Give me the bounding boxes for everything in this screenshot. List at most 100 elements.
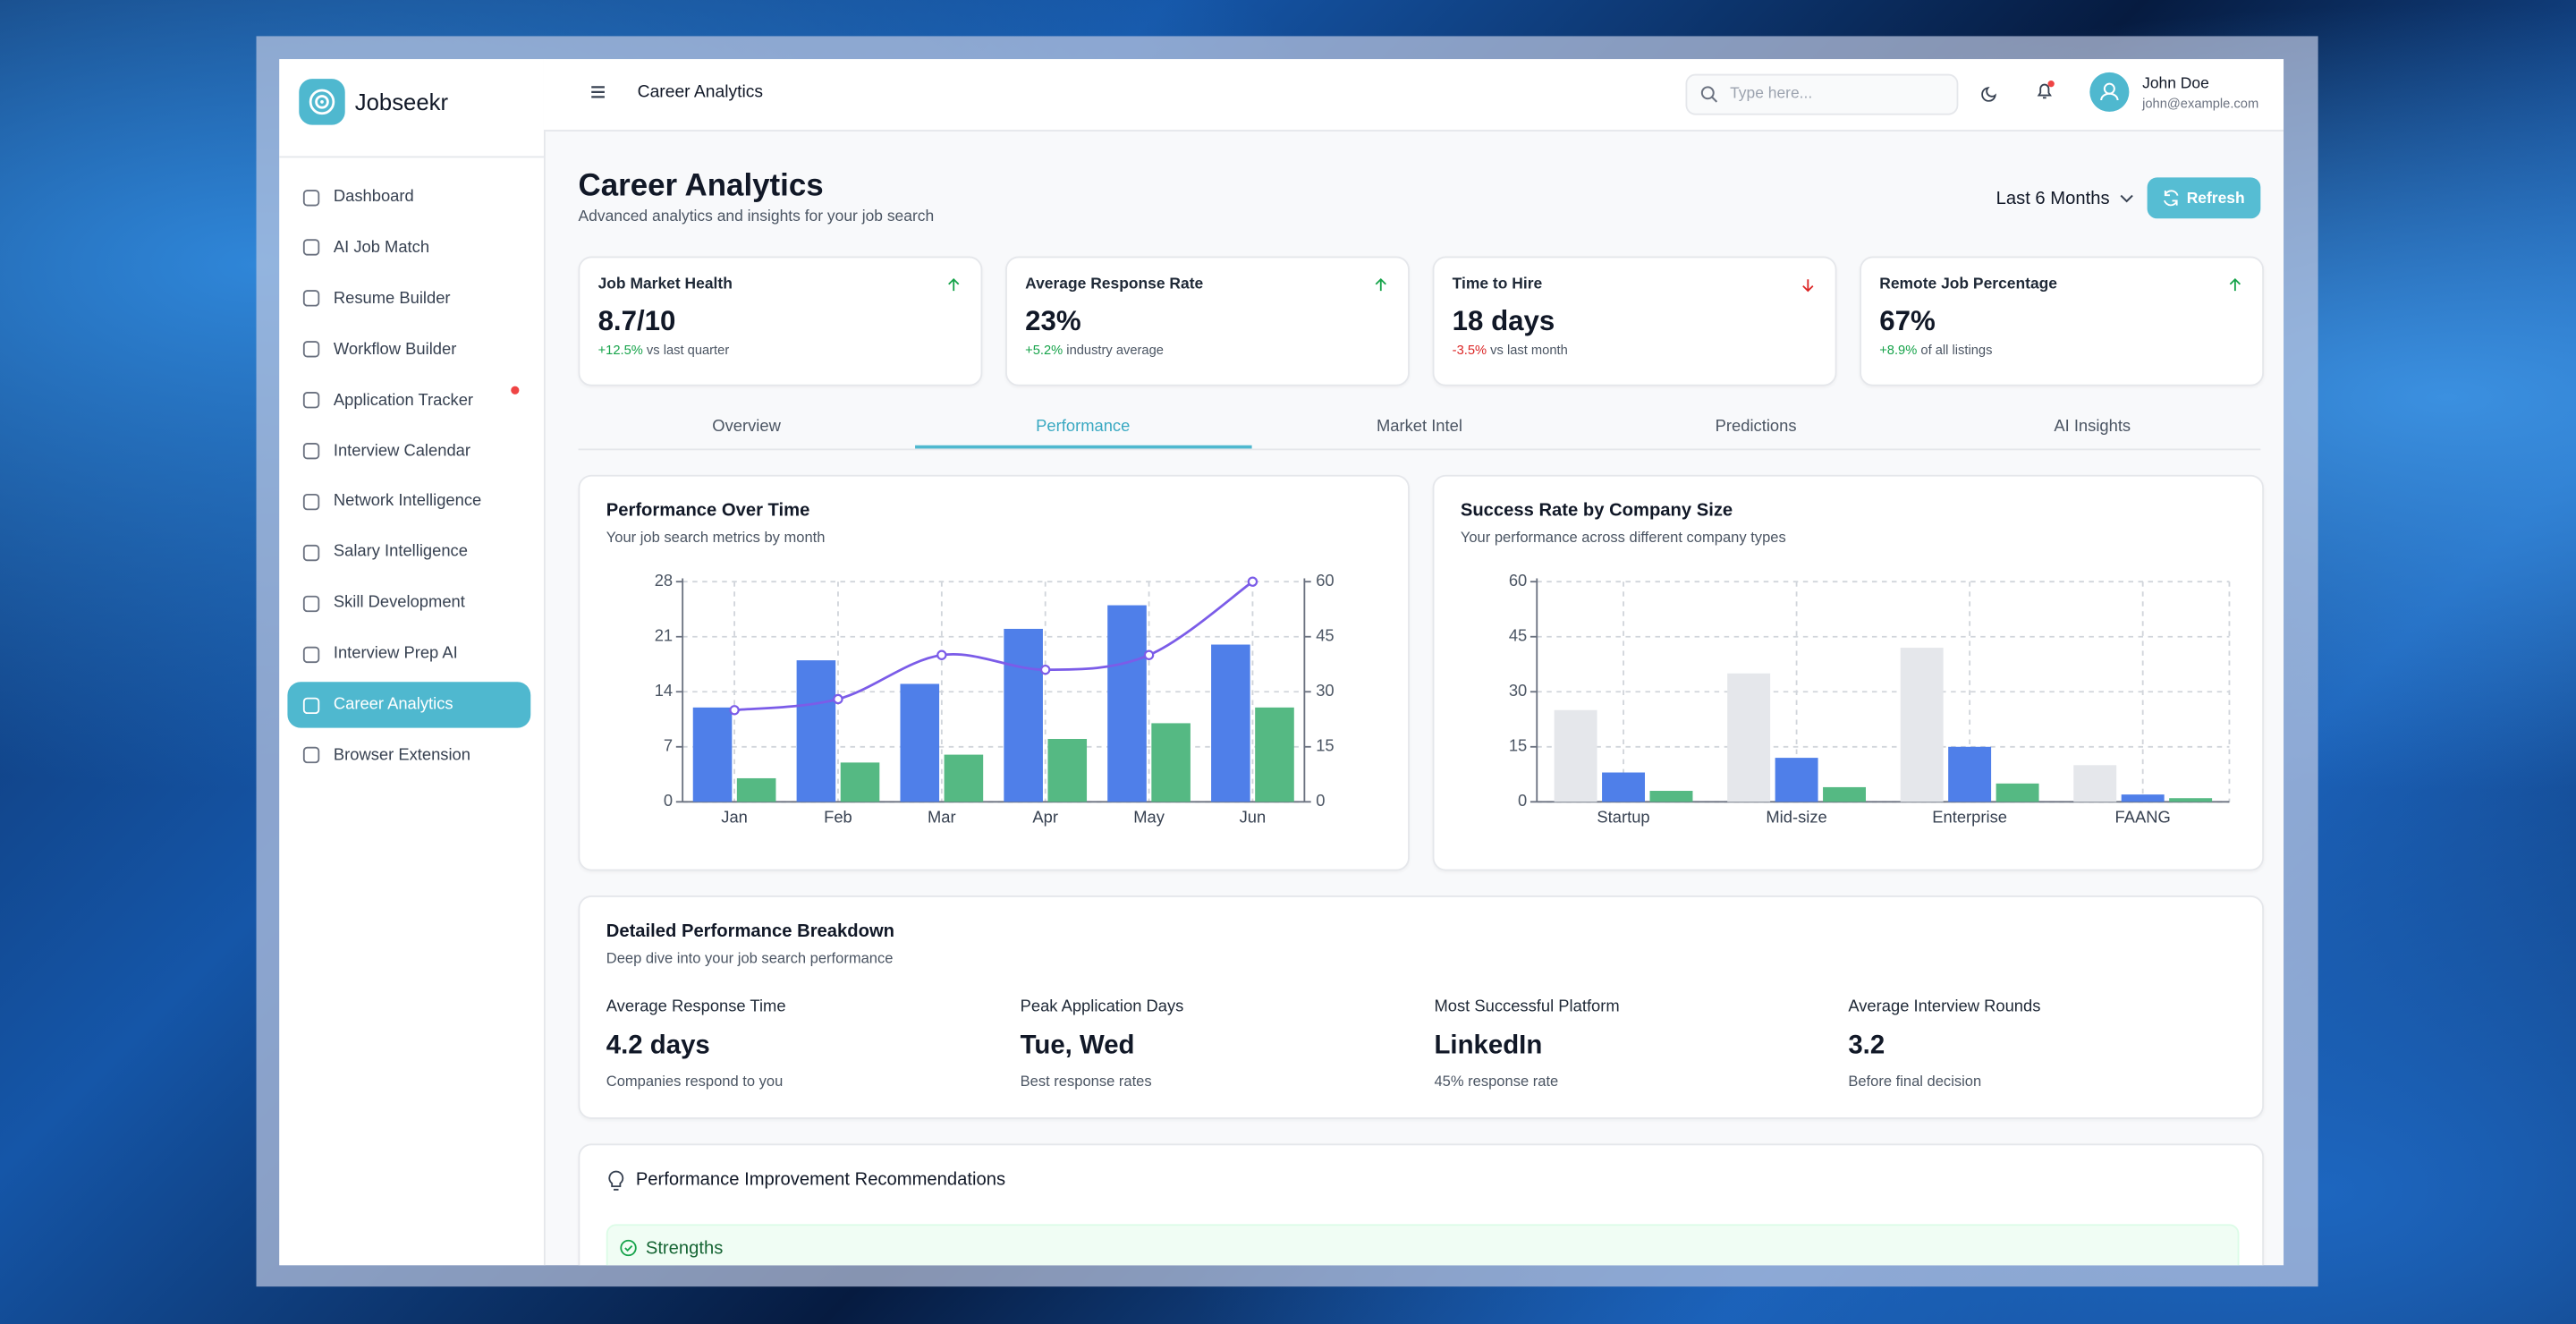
nav-item[interactable]: Workflow Builder <box>287 327 530 372</box>
kpi-change-line: +12.5% vs last quarter <box>598 343 730 358</box>
kpi-note: industry average <box>1066 342 1164 358</box>
nav-label: Workflow Builder <box>333 340 457 359</box>
icon-shape <box>302 341 320 358</box>
trend-arrow <box>1375 277 1386 292</box>
active-tab-indicator <box>914 445 1251 449</box>
nav-item[interactable]: Network Intelligence <box>287 479 530 524</box>
nav-item[interactable]: Interview Prep AI <box>287 631 530 676</box>
bar <box>2121 794 2165 802</box>
nav-icon <box>302 189 320 206</box>
page-name: Career Analytics <box>637 81 764 102</box>
bar <box>1107 605 1147 802</box>
nav-icon <box>302 544 320 561</box>
metric-label: Average Interview Rounds <box>1848 997 2041 1017</box>
nav-item[interactable]: Career Analytics <box>287 682 531 728</box>
nav-item[interactable]: Salary Intelligence <box>287 530 530 575</box>
line-point <box>1143 649 1155 660</box>
kpi-change-line: +5.2% industry average <box>1025 343 1164 358</box>
page-subtitle: Advanced analytics and insights for your… <box>578 208 935 226</box>
icon-shape <box>302 696 320 714</box>
chart-title: Success Rate by Company Size <box>1460 501 1733 522</box>
kpi-card: Job Market Health 8.7/10 +12.5% vs last qu… <box>578 256 983 386</box>
icon-shape <box>302 290 320 308</box>
kpi-change: +8.9% <box>1879 342 1918 358</box>
nav-label: Skill Development <box>333 594 465 613</box>
refresh-button[interactable]: Refresh <box>2147 177 2261 219</box>
kpi-value: 18 days <box>1452 305 1555 337</box>
x-tick-label: FAANG <box>2115 808 2171 827</box>
nav-item[interactable]: Interview Calendar <box>287 428 530 473</box>
nav-item[interactable]: Skill Development <box>287 581 530 626</box>
y-tick-label: 60 <box>1509 571 1527 590</box>
divider <box>279 156 544 158</box>
nav-label: Interview Prep AI <box>333 645 458 664</box>
icon-shape <box>302 595 320 612</box>
bar <box>796 660 836 802</box>
tab[interactable]: Overview <box>712 418 781 437</box>
y2-tick-label: 0 <box>1316 791 1325 810</box>
y-tick-label: 7 <box>664 736 673 755</box>
icon-shape <box>302 493 320 511</box>
metric-value: Tue, Wed <box>1020 1031 1135 1060</box>
search-box[interactable]: Type here... <box>1685 73 1959 115</box>
nav-item[interactable]: AI Job Match <box>287 225 530 270</box>
tab[interactable]: Predictions <box>1715 418 1797 437</box>
kpi-card: Time to Hire 18 days -3.5% vs last month <box>1432 256 1837 386</box>
metric-note: Companies respond to you <box>606 1073 784 1090</box>
icon-shape <box>302 544 320 561</box>
kpi-value: 8.7/10 <box>597 305 676 337</box>
nav-item[interactable]: Browser Extension <box>287 733 530 778</box>
bar <box>900 683 940 802</box>
y-tick-label: 0 <box>1518 791 1527 810</box>
nav-item[interactable]: Application Tracker <box>287 378 530 423</box>
notifications[interactable] <box>2034 79 2057 102</box>
y-tick-label: 15 <box>1509 736 1527 755</box>
icon-shape <box>302 239 320 257</box>
y-tick-label: 45 <box>1509 626 1527 645</box>
metric-value: 4.2 days <box>606 1031 710 1060</box>
kpi-note: of all listings <box>1920 342 1993 358</box>
chart-card: Success Rate by Company Size Your perform… <box>1432 474 2265 871</box>
y-tick-label: 28 <box>655 571 673 590</box>
menu-icon[interactable] <box>589 84 606 100</box>
tab-border <box>578 448 2261 451</box>
line-point <box>833 693 843 705</box>
page-title: Career Analytics <box>578 169 824 204</box>
nav-icon <box>302 239 320 257</box>
avatar-icon <box>2100 82 2119 101</box>
y2-tick-label: 45 <box>1316 626 1334 645</box>
bulb-icon <box>608 1170 624 1191</box>
theme-toggle[interactable] <box>1981 84 1999 102</box>
kpi-note: vs last month <box>1490 342 1568 358</box>
y2-tick-label: 30 <box>1316 681 1334 700</box>
bar <box>1004 628 1043 802</box>
tab[interactable]: Performance <box>1036 418 1131 437</box>
bar <box>2073 765 2117 802</box>
nav-label: Dashboard <box>333 188 414 207</box>
avatar[interactable] <box>2089 72 2130 112</box>
recommendations-title: Performance Improvement Recommendations <box>635 1169 1006 1190</box>
nav-item[interactable]: Dashboard <box>287 174 530 220</box>
x-tick-label: Apr <box>1032 808 1058 827</box>
arrow-shape <box>2229 277 2241 292</box>
tab[interactable]: AI Insights <box>2054 418 2131 437</box>
metric-note: Before final decision <box>1848 1073 1982 1090</box>
nav-label: Browser Extension <box>333 746 470 765</box>
kpi-change-line: -3.5% vs last month <box>1453 343 1568 358</box>
breakdown-title: Detailed Performance Breakdown <box>606 921 895 942</box>
nav-label: Network Intelligence <box>333 492 482 512</box>
nav-item[interactable]: Resume Builder <box>287 276 530 321</box>
bar <box>1649 791 1693 802</box>
tab[interactable]: Market Intel <box>1376 418 1462 437</box>
period-select[interactable]: Last 6 Months <box>1987 181 2139 216</box>
x-tick-label: Startup <box>1597 808 1649 827</box>
metric-label: Most Successful Platform <box>1434 997 1620 1017</box>
logo[interactable] <box>299 79 345 125</box>
bar <box>1727 673 1771 802</box>
refresh-icon <box>2164 190 2179 207</box>
icon-shape <box>302 443 320 460</box>
metric-label: Average Response Time <box>606 997 786 1017</box>
brand: Jobseekr <box>354 89 449 115</box>
